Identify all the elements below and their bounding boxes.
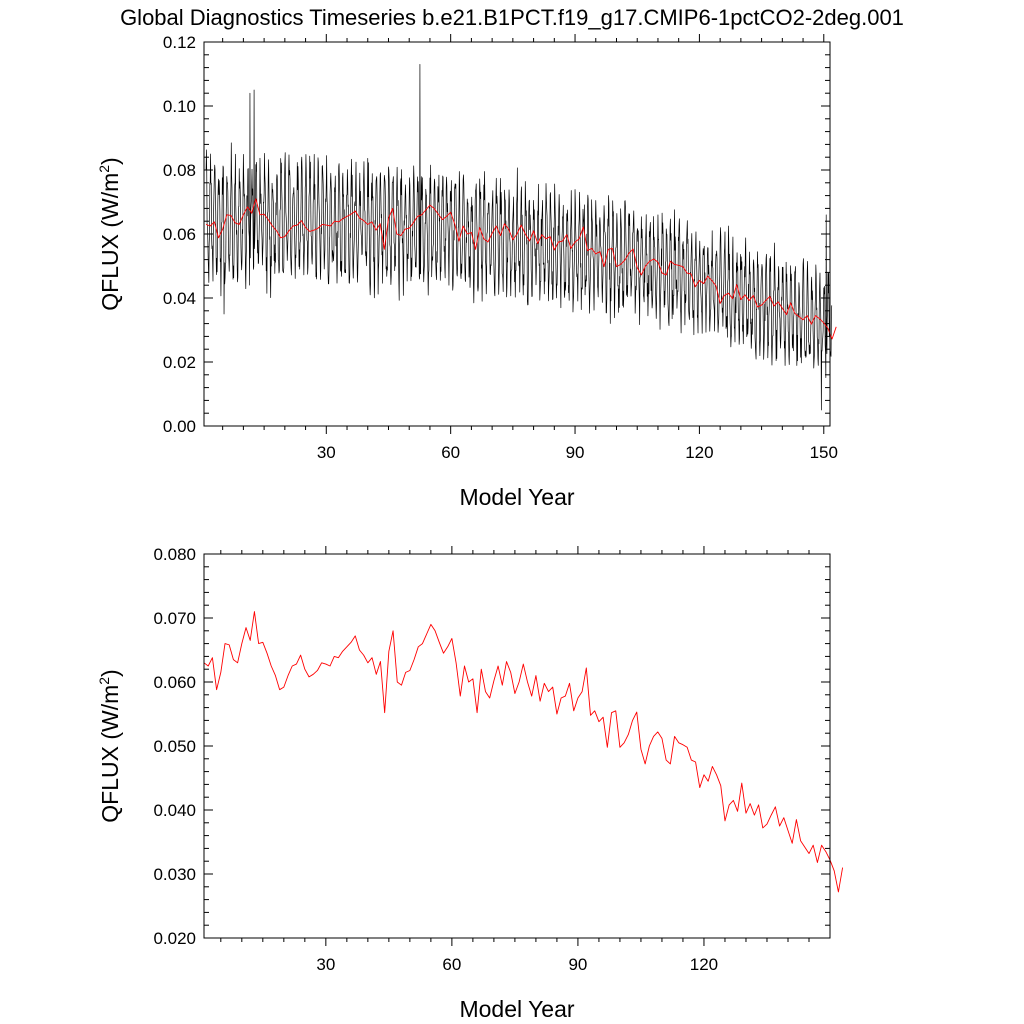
- y-tick-label: 0.020: [153, 929, 196, 948]
- x-tick-label: 120: [685, 443, 713, 462]
- y-tick-label: 0.080: [153, 545, 196, 564]
- figure-title: Global Diagnostics Timeseries b.e21.B1PC…: [120, 5, 904, 30]
- annual-line: [203, 611, 844, 893]
- x-tick-label: 90: [566, 443, 585, 462]
- y-axis-label: QFLUX (W/m2): [96, 669, 123, 822]
- y-tick-label: 0.070: [153, 609, 196, 628]
- y-tick-label: 0.050: [153, 737, 196, 756]
- x-tick-label: 150: [810, 443, 838, 462]
- y-axis: 0.00 0.02 0.04 0.06 0.08 0.10 0.12: [163, 33, 830, 436]
- y-tick-label: 0.030: [153, 865, 196, 884]
- y-tick-label: 0.10: [163, 97, 196, 116]
- x-axis-label: Model Year: [459, 996, 574, 1022]
- annual-series: [205, 198, 837, 340]
- plot-frame: [203, 553, 831, 939]
- annual-line: [205, 198, 837, 340]
- monthly-series: [205, 64, 833, 411]
- y-tick-label: 0.04: [163, 289, 196, 308]
- x-tick-label: 90: [568, 955, 587, 974]
- panel-monthly-and-annual: 0.00 0.02 0.04 0.06 0.08 0.10 0.12 30 60 90 120 15…: [96, 33, 838, 510]
- y-axis-label-superscript: 2: [96, 165, 112, 173]
- x-tick-label: 30: [317, 443, 336, 462]
- y-axis-label: QFLUX (W/m2): [96, 157, 123, 310]
- y-tick-label: 0.02: [163, 353, 196, 372]
- annual-series: [203, 611, 844, 893]
- y-tick-label: 0.00: [163, 417, 196, 436]
- x-tick-label: 120: [690, 955, 718, 974]
- panel-annual-mean: 0.020 0.030 0.040 0.050 0.060 0.070 0.080 30 60…: [96, 545, 844, 1022]
- y-axis-label-superscript: 2: [96, 677, 112, 685]
- x-axis: 30 60 90 120 150: [222, 34, 838, 462]
- y-tick-label: 0.08: [163, 161, 196, 180]
- x-tick-label: 60: [441, 443, 460, 462]
- y-axis-label-text: QFLUX (W/m: [97, 173, 123, 311]
- y-axis-label-close: ): [97, 669, 123, 677]
- x-axis: 30 60 90 120: [220, 546, 810, 974]
- y-tick-label: 0.060: [153, 673, 196, 692]
- y-tick-label: 0.06: [163, 225, 196, 244]
- x-axis-label: Model Year: [459, 484, 574, 510]
- y-axis-label-text: QFLUX (W/m: [97, 685, 123, 823]
- y-axis: 0.020 0.030 0.040 0.050 0.060 0.070 0.080: [153, 545, 830, 948]
- y-tick-label: 0.040: [153, 801, 196, 820]
- x-tick-label: 30: [316, 955, 335, 974]
- y-tick-label: 0.12: [163, 33, 196, 52]
- monthly-line: [205, 64, 833, 411]
- x-tick-label: 60: [442, 955, 461, 974]
- y-axis-label-close: ): [97, 157, 123, 165]
